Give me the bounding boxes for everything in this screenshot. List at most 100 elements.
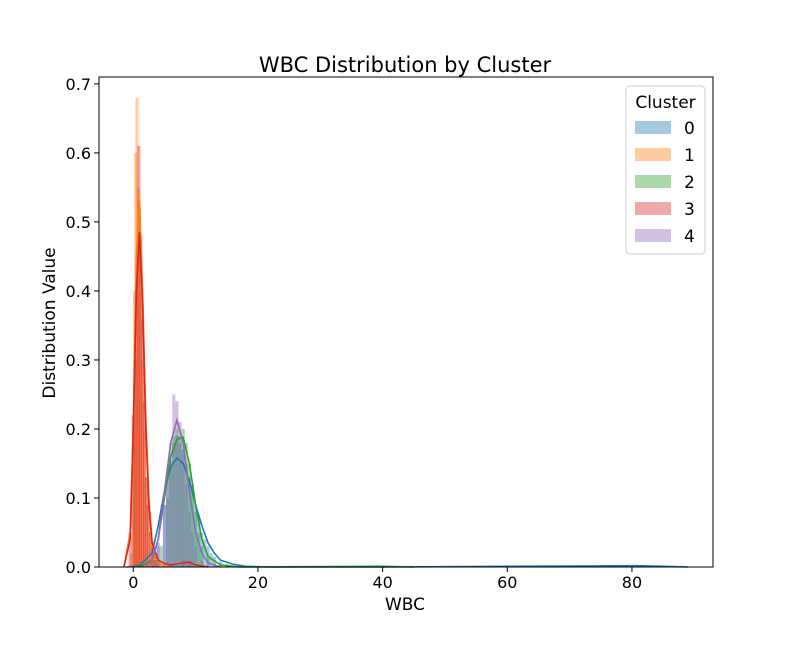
histogram-bar	[153, 560, 157, 567]
histogram-bar	[131, 415, 135, 567]
histogram-bar	[169, 442, 173, 567]
histogram-bar	[187, 477, 191, 567]
histogram-bar	[166, 497, 170, 567]
histogram-bar	[139, 290, 143, 567]
histogram-bar	[172, 435, 176, 567]
histogram-bar	[137, 208, 142, 567]
histogram-bar	[152, 553, 156, 567]
histogram-bar	[203, 539, 207, 567]
histogram-bar	[141, 318, 145, 567]
y-axis-ticks: 0.0 0.1 0.2 0.3 0.4 0.5 0.6 0.7	[66, 75, 99, 577]
histogram-bar	[137, 146, 141, 567]
y-tick-label: 0.4	[66, 282, 91, 301]
histogram-bar	[166, 477, 170, 567]
histogram-bar	[150, 546, 154, 567]
series-0-kde-line	[126, 456, 689, 568]
histogram-bar	[181, 428, 185, 567]
legend-entry-label: 4	[684, 227, 695, 247]
chart-title: WBC Distribution by Cluster	[259, 53, 552, 77]
histogram-bar	[162, 504, 167, 567]
histogram-bar	[136, 187, 140, 568]
histogram-bar	[132, 290, 137, 567]
legend-swatch	[635, 229, 671, 242]
histogram-bar	[178, 435, 182, 567]
histogram-bar	[129, 553, 133, 567]
legend-entry-label: 3	[684, 200, 695, 220]
x-tick-label: 80	[622, 573, 642, 592]
x-tick-label: 60	[497, 573, 517, 592]
series-4-histogram	[156, 394, 204, 567]
x-tick-label: 20	[248, 573, 268, 592]
histogram-bar	[194, 511, 198, 567]
histogram-bar	[159, 546, 163, 567]
histogram-bar	[149, 532, 153, 567]
histogram-bar	[187, 561, 191, 567]
x-axis-label: WBC	[385, 595, 425, 615]
legend-entry-label: 0	[684, 119, 695, 139]
histogram-bar	[166, 470, 170, 567]
histogram-bar	[150, 560, 154, 567]
histogram-bar	[135, 97, 139, 567]
y-tick-label: 0.1	[66, 489, 91, 508]
histogram-bar	[172, 394, 176, 567]
histogram-bar	[141, 359, 145, 567]
legend-box	[625, 85, 706, 255]
histogram-bar	[162, 504, 167, 567]
histogram-bar	[190, 532, 195, 567]
histogram-bar	[146, 504, 150, 567]
legend-swatch	[635, 175, 671, 188]
histogram-bar	[133, 359, 137, 567]
y-tick-label: 0.2	[66, 420, 91, 439]
histogram-bar	[148, 532, 152, 567]
legend-entry-label: 2	[684, 173, 695, 193]
histogram-bar	[144, 477, 148, 567]
series-3-kde-line	[123, 232, 209, 568]
histogram-bar	[190, 491, 195, 567]
y-axis-label: Distribution Value	[40, 247, 60, 398]
histogram-bar	[197, 532, 201, 567]
histogram-bar	[175, 401, 179, 567]
histogram-bar	[156, 542, 160, 567]
series-3-histogram	[128, 146, 191, 568]
histogram-bar	[169, 463, 173, 567]
legend-swatch	[635, 202, 671, 215]
histogram-bar	[209, 553, 213, 567]
y-tick-label: 0.0	[66, 558, 91, 577]
histogram-bar	[178, 422, 182, 567]
histogram-bar	[134, 152, 138, 568]
histogram-bar	[194, 504, 198, 567]
histogram-bar	[154, 553, 158, 567]
series-1-histogram	[129, 97, 158, 568]
x-tick-label: 0	[128, 573, 138, 592]
histogram-bar	[200, 532, 204, 567]
histogram-bar	[181, 449, 185, 567]
histogram-bar	[190, 484, 195, 567]
histogram-bar	[200, 546, 204, 567]
histogram-bar	[175, 428, 179, 567]
histogram-bar	[156, 560, 160, 567]
y-tick-label: 0.3	[66, 351, 91, 370]
histogram-bar	[187, 511, 191, 567]
legend-swatch	[635, 121, 671, 134]
x-axis-ticks: 0 20 40 60 80	[128, 567, 642, 592]
histogram-bar	[181, 449, 185, 567]
histogram-bar	[139, 235, 143, 568]
histogram-bar	[131, 442, 135, 567]
histogram-bar	[154, 560, 158, 567]
histogram-bar	[135, 256, 139, 567]
histogram-bar	[146, 504, 150, 567]
legend-entry-label: 1	[684, 146, 695, 166]
histogram-bar	[184, 463, 188, 567]
x-tick-label: 40	[372, 573, 392, 592]
histogram-bar	[212, 556, 216, 567]
legend-title: Cluster	[635, 93, 695, 113]
legend: Cluster 0 1 2 3 4	[625, 85, 706, 255]
histogram-bar	[156, 546, 160, 567]
y-tick-label: 0.5	[66, 213, 91, 232]
series-2-histogram	[153, 428, 216, 567]
histogram-bar	[194, 546, 198, 567]
histogram-bar	[187, 463, 191, 567]
histogram-bar	[142, 401, 147, 567]
histogram-bar	[172, 442, 176, 567]
